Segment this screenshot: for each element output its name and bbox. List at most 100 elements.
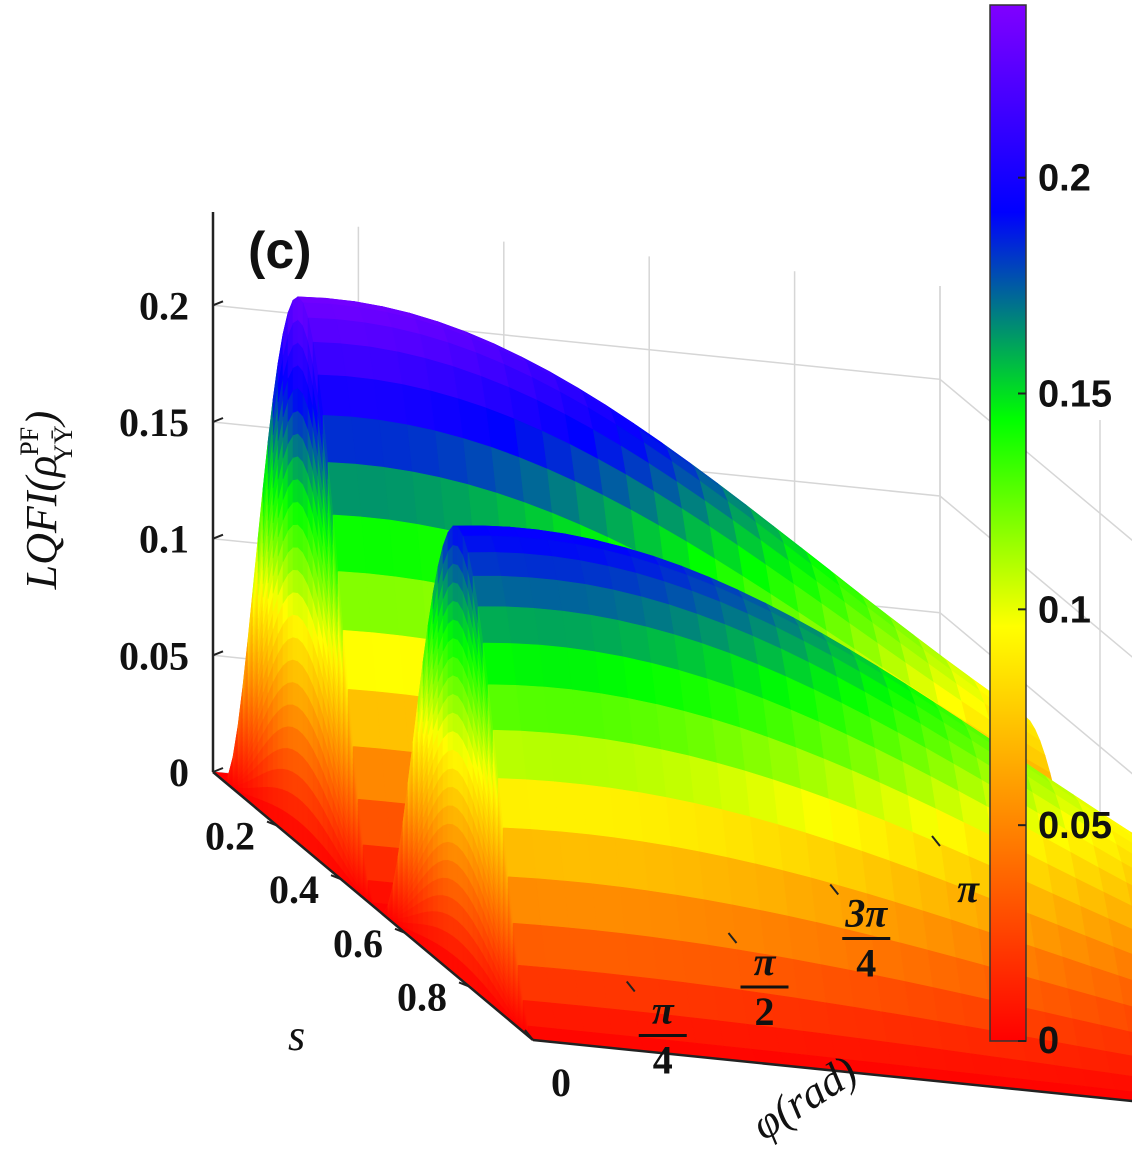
surface-front-patch bbox=[447, 767, 454, 788]
colorbar-tick-label: 0.05 bbox=[1038, 805, 1112, 847]
z-tick-mark bbox=[212, 300, 224, 307]
s-tick-label: 0.8 bbox=[397, 974, 447, 1019]
surface-front-patch bbox=[292, 364, 299, 391]
surface-front-patch bbox=[282, 725, 289, 749]
surface-front-patch bbox=[452, 693, 459, 716]
surface-front-patch bbox=[447, 786, 454, 806]
surface-front-patch bbox=[262, 770, 269, 788]
surface-front-patch bbox=[272, 748, 279, 770]
surface-front-patch bbox=[437, 877, 444, 896]
surface-front-patch bbox=[452, 525, 459, 547]
surface-front-patch bbox=[292, 410, 299, 436]
surface-front-patch bbox=[292, 524, 299, 548]
surface-patch bbox=[571, 689, 606, 740]
surface-patch bbox=[507, 876, 542, 926]
surface-patch bbox=[652, 936, 687, 984]
z-tick-mark bbox=[212, 417, 224, 423]
z-axis-label: LQFI(ρPF YȲ) bbox=[15, 411, 78, 591]
surface-front-patch bbox=[292, 703, 299, 730]
surface-front-patch bbox=[292, 636, 299, 662]
surface-front-patch bbox=[452, 562, 459, 584]
surface-front-patch bbox=[287, 747, 294, 773]
z-axis-label-sub: YȲ bbox=[49, 425, 78, 463]
phi-axis-line bbox=[212, 771, 534, 1041]
surface-patch bbox=[360, 516, 395, 577]
surface bbox=[212, 295, 1132, 1102]
s-tick-mark bbox=[330, 874, 342, 881]
surface-front-patch bbox=[447, 711, 454, 733]
surface-patch bbox=[604, 739, 639, 793]
surface-front-patch bbox=[292, 771, 299, 799]
phi-tick-denominator: 2 bbox=[755, 989, 775, 1034]
s-tick-mark bbox=[266, 820, 278, 827]
surface-patch bbox=[327, 462, 362, 518]
surface-front-patch bbox=[452, 711, 459, 734]
surface-patch bbox=[462, 535, 497, 553]
surface-front-patch bbox=[287, 703, 294, 728]
surface-patch bbox=[370, 632, 405, 695]
surface-front-patch bbox=[447, 693, 454, 715]
surface-front-patch bbox=[282, 747, 289, 770]
surface-front-patch bbox=[292, 387, 299, 413]
surface-front-patch bbox=[292, 341, 299, 369]
surface-front-patch bbox=[417, 923, 424, 937]
surface-front-patch bbox=[527, 1025, 534, 1040]
surface-front-patch bbox=[442, 841, 449, 861]
surface-patch bbox=[548, 732, 583, 785]
surface-front-patch bbox=[417, 911, 424, 925]
surface-patch bbox=[586, 834, 621, 888]
surface-front-patch bbox=[437, 859, 444, 879]
surface-patch bbox=[467, 552, 502, 577]
surface-front-patch bbox=[452, 748, 459, 772]
surface-patch bbox=[568, 927, 603, 974]
surface-patch bbox=[520, 730, 555, 783]
surface-patch bbox=[535, 878, 570, 929]
surface-patch bbox=[601, 972, 636, 1012]
surface-front-patch bbox=[287, 725, 294, 750]
surface-patch bbox=[355, 463, 390, 521]
surface-patch bbox=[497, 778, 532, 830]
surface-patch bbox=[515, 684, 550, 734]
surface-patch bbox=[317, 374, 352, 418]
surface-patch bbox=[545, 967, 580, 1006]
surface-front-patch bbox=[442, 877, 449, 897]
z-tick-label: 0 bbox=[169, 750, 189, 795]
panel-label: (c) bbox=[248, 222, 312, 280]
surface-patch bbox=[322, 414, 357, 465]
surface-front-patch bbox=[292, 501, 299, 526]
surface-patch bbox=[357, 798, 392, 848]
s-tick-mark bbox=[458, 981, 470, 988]
surface-front-patch bbox=[287, 769, 294, 795]
surface-front-patch bbox=[287, 636, 294, 662]
surface-front-patch bbox=[292, 546, 299, 571]
surface-front-patch bbox=[267, 768, 274, 788]
surface-patch bbox=[510, 643, 545, 688]
phi-tick-denominator: 4 bbox=[856, 941, 876, 986]
surface-front-patch bbox=[252, 786, 259, 799]
surface-patch bbox=[492, 729, 527, 781]
surface-front-patch bbox=[452, 767, 459, 791]
surface-patch bbox=[642, 841, 677, 896]
z-axis-label-close: ) bbox=[17, 411, 66, 429]
surface-patch bbox=[619, 886, 654, 938]
surface-patch bbox=[558, 831, 593, 885]
surface-patch bbox=[675, 894, 710, 946]
surface-patch bbox=[490, 535, 525, 555]
surface-front-patch bbox=[292, 591, 299, 616]
surface-front-patch bbox=[452, 823, 459, 847]
surface-patch bbox=[581, 784, 616, 839]
surface-front-patch bbox=[432, 910, 439, 929]
surface-front-patch bbox=[292, 319, 299, 346]
z-tick-label: 0.15 bbox=[119, 400, 189, 445]
surface-front-patch bbox=[447, 895, 454, 918]
surface-patch bbox=[393, 576, 428, 640]
surface-front-patch bbox=[452, 600, 459, 622]
surface-patch bbox=[332, 514, 367, 574]
surface-front-patch bbox=[277, 747, 284, 769]
surface-front-patch bbox=[427, 910, 434, 927]
surface-front-patch bbox=[257, 786, 264, 801]
surface-front-patch bbox=[442, 859, 449, 879]
phi-tick-mark bbox=[931, 835, 941, 847]
surface-front-patch bbox=[282, 768, 289, 792]
s-axis-label: s bbox=[288, 1011, 305, 1060]
